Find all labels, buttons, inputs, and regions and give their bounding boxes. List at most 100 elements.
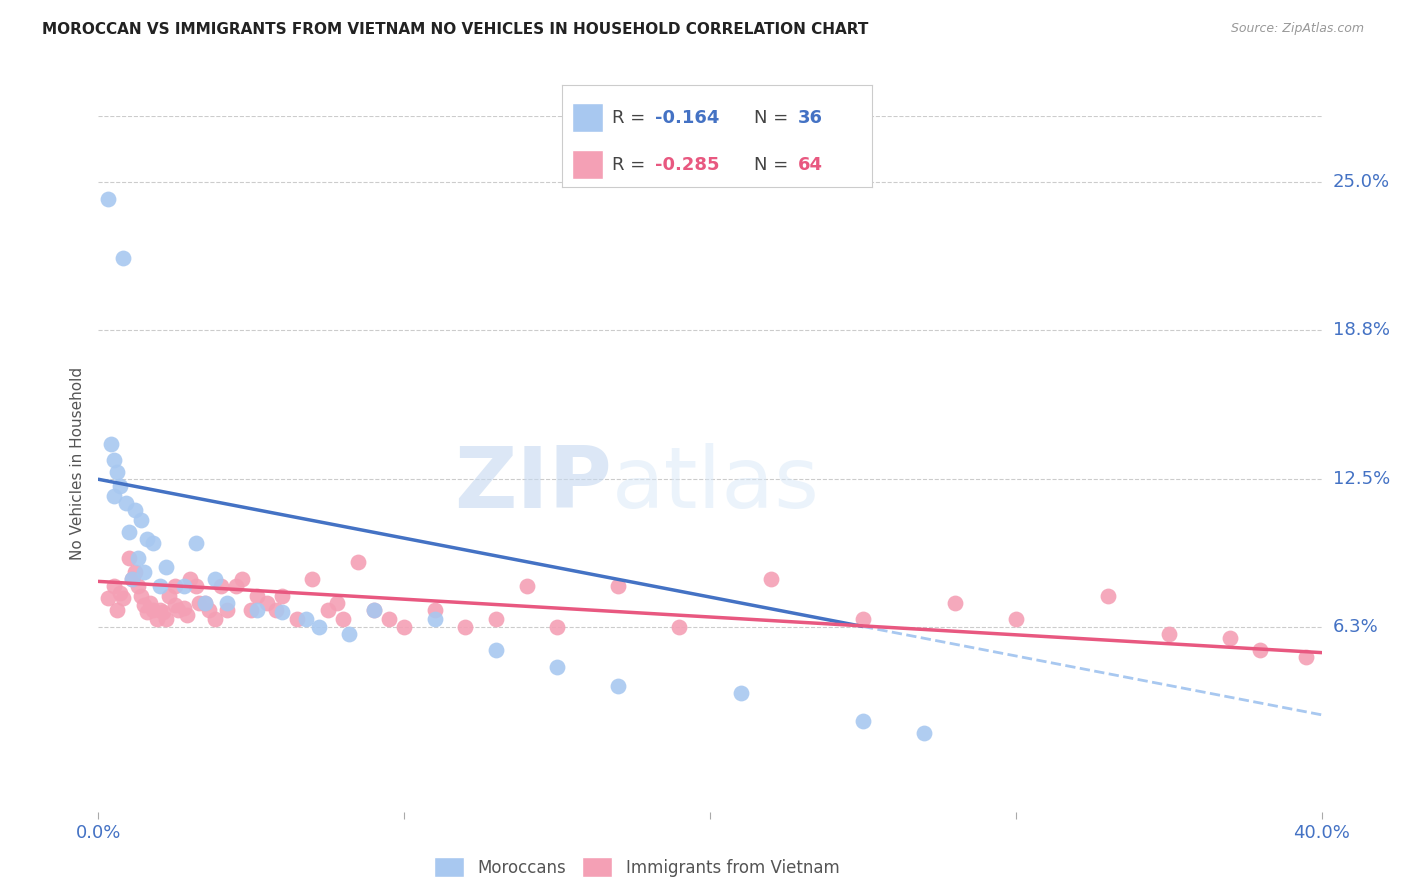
Point (256, 596, 278, 610)
Point (363, 603, 385, 617)
Point (167, 603, 190, 617)
Point (134, 598, 156, 612)
Point (105, 603, 128, 617)
Point (163, 579, 186, 593)
Text: 6.3%: 6.3% (1333, 617, 1378, 635)
Y-axis label: No Vehicles in Household: No Vehicles in Household (70, 368, 86, 560)
Point (215, 603, 238, 617)
Point (186, 536, 208, 550)
Point (136, 532, 159, 546)
Point (204, 572, 226, 586)
Point (1097, 589, 1119, 603)
Point (179, 572, 201, 586)
Point (270, 605, 292, 619)
Point (105, 465, 128, 479)
Point (392, 619, 416, 633)
Point (142, 536, 165, 550)
Point (607, 579, 630, 593)
Point (759, 572, 782, 586)
Text: N =: N = (754, 109, 794, 127)
Point (118, 524, 141, 539)
Point (121, 572, 143, 586)
Text: -0.285: -0.285 (655, 156, 720, 174)
Point (139, 596, 162, 610)
Point (546, 619, 568, 633)
Text: 12.5%: 12.5% (1333, 470, 1391, 488)
Legend: Moroccans, Immigrants from Vietnam: Moroccans, Immigrants from Vietnam (427, 851, 846, 883)
Point (111, 591, 134, 605)
Point (308, 619, 330, 633)
Point (108, 586, 131, 600)
Point (204, 612, 226, 626)
Point (301, 572, 323, 586)
Point (225, 579, 247, 593)
Point (378, 612, 401, 626)
Point (215, 596, 238, 610)
Point (103, 579, 125, 593)
FancyBboxPatch shape (572, 103, 603, 132)
Point (1295, 650, 1317, 665)
Point (246, 603, 269, 617)
Point (155, 560, 177, 574)
Point (149, 603, 172, 617)
Point (316, 603, 339, 617)
Point (129, 589, 152, 603)
Text: R =: R = (612, 109, 651, 127)
Point (337, 626, 360, 640)
Point (363, 603, 385, 617)
Point (264, 603, 287, 617)
Point (129, 513, 152, 527)
Point (326, 596, 349, 610)
Point (124, 503, 146, 517)
Point (246, 589, 269, 603)
Point (485, 643, 508, 657)
Point (295, 612, 318, 626)
FancyBboxPatch shape (572, 151, 603, 179)
Point (943, 596, 966, 610)
Point (607, 679, 630, 693)
Point (347, 555, 370, 569)
Point (188, 596, 211, 610)
Text: 64: 64 (797, 156, 823, 174)
Point (912, 726, 935, 740)
Text: N =: N = (754, 156, 794, 174)
Point (240, 603, 263, 617)
Text: R =: R = (612, 156, 651, 174)
Point (423, 603, 446, 617)
Point (155, 612, 177, 626)
Point (145, 612, 167, 626)
Point (186, 579, 208, 593)
Point (1219, 632, 1241, 646)
Point (124, 565, 146, 579)
Point (194, 596, 217, 610)
Point (136, 605, 159, 619)
Point (194, 596, 217, 610)
Point (1249, 643, 1271, 657)
Point (103, 453, 125, 467)
Point (546, 660, 568, 674)
Point (332, 612, 354, 626)
Point (454, 619, 477, 633)
Point (115, 496, 138, 510)
Point (730, 686, 752, 700)
Point (516, 579, 538, 593)
Text: MOROCCAN VS IMMIGRANTS FROM VIETNAM NO VEHICLES IN HOUSEHOLD CORRELATION CHART: MOROCCAN VS IMMIGRANTS FROM VIETNAM NO V… (42, 22, 869, 37)
Point (668, 619, 690, 633)
Point (197, 603, 219, 617)
Point (485, 612, 508, 626)
Point (127, 550, 149, 565)
Point (108, 479, 131, 493)
Point (231, 572, 253, 586)
Text: 36: 36 (797, 109, 823, 127)
Point (142, 603, 165, 617)
Point (1004, 612, 1026, 626)
Point (852, 612, 875, 626)
Text: atlas: atlas (612, 443, 820, 526)
Point (118, 550, 141, 565)
Point (100, 436, 122, 450)
Point (1157, 626, 1180, 640)
Point (97, 591, 120, 605)
Point (127, 579, 149, 593)
Text: Source: ZipAtlas.com: Source: ZipAtlas.com (1230, 22, 1364, 36)
Text: 18.8%: 18.8% (1333, 321, 1389, 339)
